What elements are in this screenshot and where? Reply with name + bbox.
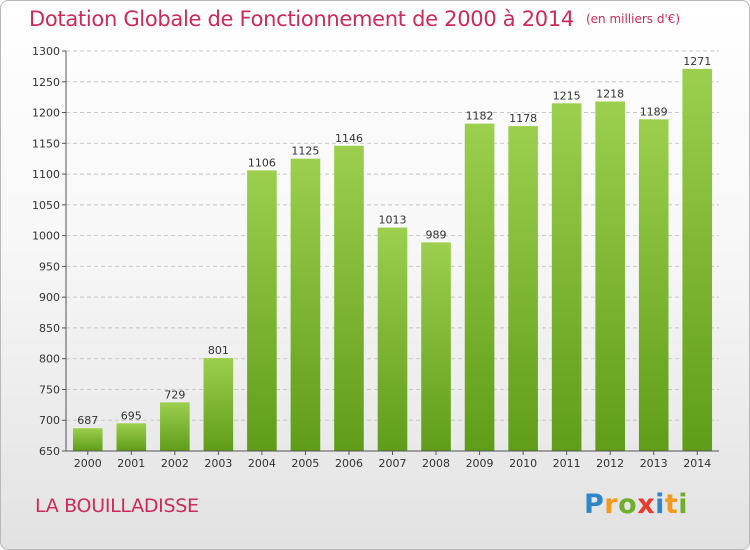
x-tick-label: 2006 [335,457,363,470]
bar [334,145,364,451]
bar-value-label: 1218 [596,87,624,100]
commune-name: LA BOUILLADISSE [35,495,199,517]
bar-value-label: 1178 [509,112,537,125]
x-tick-label: 2000 [74,457,102,470]
y-tick-label: 1150 [32,137,60,150]
bar [247,170,277,451]
logo-letter: i [678,489,689,520]
y-tick-label: 1000 [32,230,60,243]
logo-letter: t [664,489,679,520]
x-tick-label: 2002 [161,457,189,470]
logo-letter: o [618,489,638,520]
bar [508,126,538,452]
bar-layer [72,68,713,452]
y-tick-label: 1300 [32,45,60,58]
x-tick-label: 2004 [248,457,276,470]
x-tick-label: 2009 [466,457,494,470]
bar [203,358,234,451]
axis-layer [62,50,719,455]
y-tick-label: 750 [39,383,60,396]
chart-title: Dotation Globale de Fonctionnement de 20… [29,7,680,31]
y-tick-label: 850 [39,322,60,335]
x-tick-label: 2010 [509,457,537,470]
bar-value-label: 1146 [335,132,363,145]
x-tick-label: 2005 [291,457,319,470]
bar [638,119,669,452]
x-tick-label: 2013 [640,457,668,470]
bar-value-label: 729 [164,388,185,401]
bar [682,68,713,451]
y-tick-label: 950 [39,260,60,273]
logo-letter: r [604,489,619,520]
bar-value-label: 1215 [553,89,581,102]
proxiti-logo: Proxiti [584,489,688,520]
bar [290,158,321,451]
y-tick-label: 1200 [32,107,60,120]
x-tick-label: 2011 [553,457,581,470]
y-tick-label: 700 [39,414,60,427]
y-tick-label: 1050 [32,199,60,212]
bar-value-label: 1106 [248,156,276,169]
y-tick-label: 650 [39,445,60,458]
bar-value-label: 687 [77,414,98,427]
bar-value-label: 801 [208,344,229,357]
logo-letter: x [637,489,656,520]
title-main: Dotation Globale de Fonctionnement de 20… [29,7,574,31]
x-tick-label: 2001 [117,457,145,470]
x-tick-label: 2008 [422,457,450,470]
bar [551,103,582,452]
bar [464,123,495,451]
bar [72,428,103,451]
bar-value-label: 1125 [291,145,319,158]
label-layer: 650 700 750 800 850 900 950 1000 1050 1100 1150 120… [32,45,711,470]
x-tick-label: 2003 [204,457,232,470]
y-tick-label: 900 [39,291,60,304]
bar [377,227,408,451]
logo-letter: P [584,489,605,520]
y-tick-label: 800 [39,353,60,366]
bar-value-label: 1013 [379,214,407,227]
title-unit: (en milliers d'€) [585,12,681,26]
bar [160,402,190,451]
x-tick-label: 2014 [683,457,711,470]
bar [116,423,147,451]
y-tick-label: 1100 [32,168,60,181]
x-tick-label: 2012 [596,457,624,470]
bar [595,101,625,451]
bar-value-label: 1189 [640,105,668,118]
bar-value-label: 1182 [466,110,494,123]
logo-letter: i [655,489,665,520]
bar-value-label: 1271 [683,55,711,68]
x-tick-label: 2007 [379,457,407,470]
bar-value-label: 989 [426,228,447,241]
y-tick-label: 1250 [32,76,60,89]
bar [421,242,451,451]
bar-value-label: 695 [121,409,142,422]
